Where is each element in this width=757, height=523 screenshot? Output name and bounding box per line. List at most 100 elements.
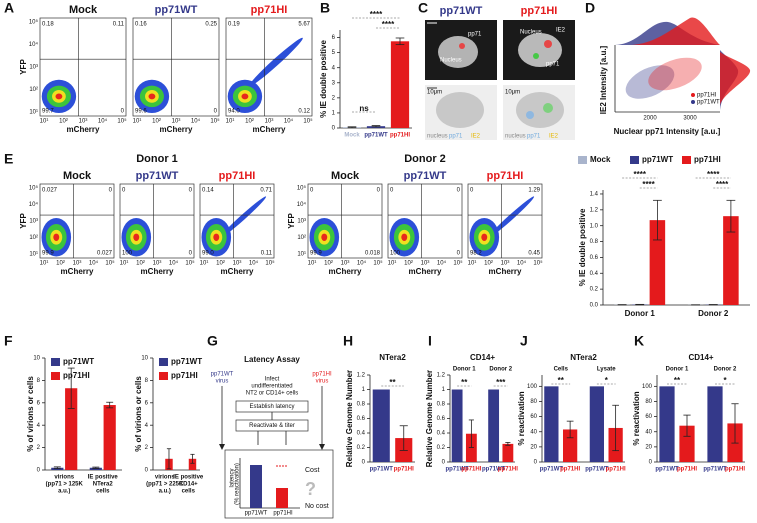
quadrant-value: 0 [121,109,125,115]
concept-bar [250,465,262,508]
mini-axis-label: latency [230,468,236,487]
mini-bar-label: pp71WT [245,511,268,517]
density-cloud [213,233,220,241]
x-axis-label: mCherry [141,267,174,276]
channel-legend: IE2 [549,134,559,140]
x-axis-label: mCherry [67,125,100,134]
nucleus [436,92,484,128]
x-tick-label: 10² [245,119,254,125]
legend-swatch [578,156,587,164]
density-cloud [241,93,249,100]
y-tick-label: 10² [29,235,38,241]
x-tick-label: 10⁵ [265,260,275,267]
concept-bar [276,488,288,508]
step-text: Reactivate & titer [249,423,295,429]
step-text: Infect [265,377,280,383]
scale-label: 10μm [505,90,520,96]
x-tick-label: 2000 [643,116,657,122]
channel-legend: IE2 [471,134,481,140]
x-tick-label: 10² [484,261,493,267]
x-tick-label: 10¹ [40,261,49,267]
plot-title: Mock [331,170,360,182]
significance-label: **** [634,170,647,179]
legend-swatch [159,358,168,366]
y-tick-label: 100 [642,384,653,390]
y-tick-label: 0.4 [437,431,446,437]
x-tick-label: 10³ [233,261,242,267]
quadrant-value: 0 [109,188,113,194]
quadrant-value: 99.0 [202,251,214,257]
y-tick-label: 40 [645,429,652,435]
point-cloud [648,57,702,91]
density-cloud [481,233,488,241]
y-tick-label: 0.4 [357,431,366,437]
marginal-density [720,52,751,105]
virus-label: virus [316,379,329,385]
x-tick-label: pp71HI [461,467,481,473]
y-tick-label: 10 [141,356,148,362]
y-tick-label: 0 [649,460,653,466]
quadrant-value: 98.2 [470,251,482,257]
x-axis-label: mCherry [253,125,286,134]
bar [659,386,675,462]
y-tick-label: 10 [33,356,40,362]
x-tick-label: pp71HI [606,467,626,473]
plot-title: pp71HI [219,170,256,182]
x-axis-label: mCherry [329,267,362,276]
y-tick-label: 60 [530,414,537,420]
spot [526,111,534,119]
legend-label: pp71HI [63,371,90,380]
plot-frame [199,183,275,259]
y-axis-label: % reactivation [517,391,526,445]
legend-label: pp71HI [171,371,198,380]
x-tick-label: 10¹ [133,119,142,125]
virus-label: virus [216,379,229,385]
x-tick-label: Donor 2 [698,309,729,318]
y-tick-label: 1.2 [437,373,446,379]
group-label: Donor 1 [453,367,476,373]
nucleus [516,92,564,128]
virus-label: pp71HI [312,372,332,378]
spot [533,53,539,59]
y-tick-label: 80 [530,399,537,405]
legend-swatch [51,358,60,366]
y-tick-label: 10² [297,235,306,241]
x-axis-label: mCherry [489,267,522,276]
chart-title: CD14+ [470,353,495,362]
panel-label: B [320,0,330,16]
legend-swatch [630,156,639,164]
legend-label: pp71WT [642,155,673,164]
bar [372,389,390,462]
group-label: Donor 2 [489,367,512,373]
x-tick-label: 10¹ [40,119,49,125]
image-annotation: pp71 [546,62,560,68]
image-title: pp71HI [521,5,558,17]
spot [544,40,552,48]
quadrant-value: 100 [122,251,133,257]
legend-swatch [159,372,168,380]
quadrant-value: 0 [189,188,193,194]
x-tick-label: Mock [344,133,360,139]
y-tick-label: 0 [37,468,41,474]
density-cloud [321,233,328,241]
group-label: Cells [554,367,569,373]
outcome: Cost [305,467,319,474]
step-text: Establish latency [249,404,294,410]
quadrant-value: 0.25 [205,22,217,28]
x-tick-label: 10⁵ [533,260,543,267]
y-tick-label: 40 [530,429,537,435]
quadrant-value: 0 [377,188,381,194]
x-tick-label: 10³ [265,119,274,125]
y-tick-label: 10⁴ [297,201,307,208]
marginal-density [630,17,720,45]
quadrant-value: 0 [189,251,193,257]
step-text: undifferentiated [251,384,292,390]
y-tick-label: 0 [534,460,538,466]
panel-label: H [343,333,353,349]
outcome: No cost [305,503,329,510]
y-tick-label: 0 [332,126,336,132]
bar [649,220,666,305]
panel-label: G [207,333,218,349]
quadrant-value: 100 [390,251,401,257]
